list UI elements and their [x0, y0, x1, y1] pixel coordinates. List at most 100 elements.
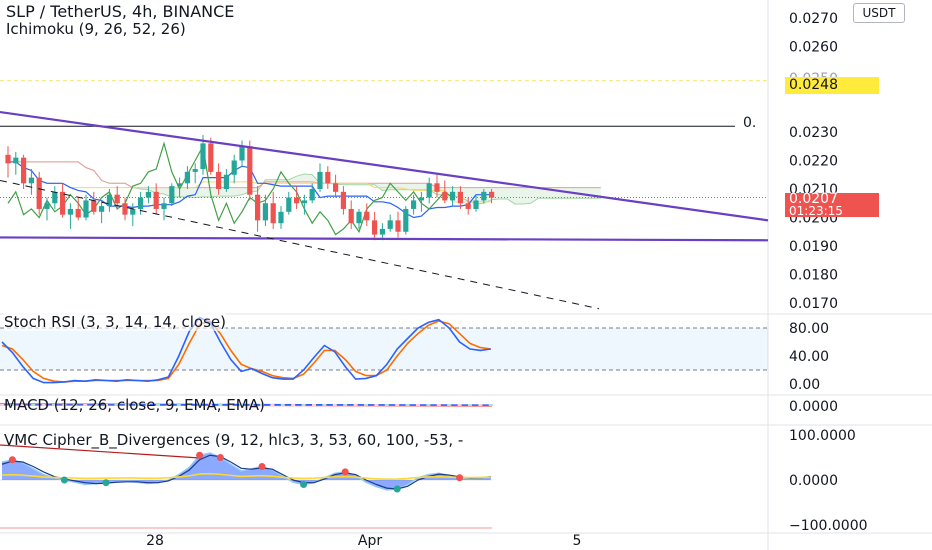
ichimoku-legend: Ichimoku (9, 26, 52, 26) — [6, 20, 186, 38]
macd-histogram-bar — [457, 404, 462, 406]
current-price-badge: 0.0207 01:23:15 — [785, 191, 879, 217]
candle-body — [457, 191, 463, 204]
macd-histogram-bar — [104, 404, 108, 406]
vmc-cross-dot — [196, 451, 204, 459]
macd-line — [0, 403, 493, 406]
candle-body — [36, 177, 42, 209]
candle-body — [473, 200, 479, 209]
macd-histogram-bar — [426, 404, 431, 406]
candle-body — [356, 211, 362, 224]
vmc-cross-dot — [8, 456, 16, 464]
candle-body — [340, 191, 346, 209]
vmc-cross-dot — [456, 474, 464, 482]
candle-body — [145, 191, 151, 198]
macd-histogram-bar — [135, 404, 140, 406]
macd-histogram-bar — [395, 404, 400, 406]
candle-body — [44, 203, 50, 209]
current-price-value: 0.0207 — [789, 191, 838, 207]
candle-body — [333, 183, 339, 192]
vmc-cross-dot — [341, 468, 349, 476]
macd-histogram-bar — [364, 404, 368, 406]
macd-histogram-bar — [280, 404, 285, 406]
macd-histogram-bar — [197, 404, 202, 406]
price-axis-tick: 0.0230 — [789, 125, 838, 141]
macd-histogram-bar — [10, 404, 15, 406]
candle-body — [216, 171, 222, 189]
macd-histogram-bar — [114, 404, 119, 406]
candle-body — [450, 191, 456, 201]
macd-histogram-bar — [145, 404, 150, 406]
macd-histogram-bar — [468, 404, 472, 406]
candle-body — [83, 200, 89, 218]
candle-body — [465, 203, 471, 209]
candle-body — [122, 203, 128, 215]
trendline-resistance — [0, 110, 769, 222]
stoch-rsi-title: Stoch RSI (3, 3, 14, 14, close) — [4, 313, 226, 331]
macd-histogram-bar — [301, 404, 306, 406]
candle-body — [138, 197, 144, 209]
price-axis-tick: 0.0180 — [789, 268, 838, 284]
currency-button[interactable]: USDT — [853, 3, 905, 23]
line-label: 0. — [743, 115, 757, 131]
price-axis-tick: 0.0190 — [789, 239, 838, 255]
macd-histogram-bar — [83, 404, 88, 406]
candle-body — [169, 186, 175, 204]
candle-body — [278, 211, 284, 224]
macd-histogram-bar — [353, 404, 358, 406]
stoch-band-fill — [0, 328, 768, 370]
macd-histogram-bar — [332, 404, 337, 406]
time-axis-tick: Apr — [358, 533, 382, 549]
candle-body — [75, 208, 81, 218]
vmc-title: VMC Cipher_B_Divergences (9, 12, hlc3, 3… — [4, 431, 464, 449]
candle-body — [247, 146, 253, 195]
macd-histogram-bar — [31, 404, 36, 406]
vmc-wave2-line — [1, 454, 491, 490]
macd-histogram-bar — [374, 404, 379, 406]
candle-body — [28, 177, 34, 184]
trendline-dashed-projection — [0, 179, 600, 310]
candle-body — [60, 191, 66, 215]
candle-body — [255, 194, 261, 221]
macd-histogram-bar — [343, 404, 348, 406]
vmc-money-flow — [1, 472, 491, 481]
trendline-support — [0, 236, 769, 242]
macd-histogram-bar — [176, 404, 181, 406]
candle-body — [442, 191, 448, 201]
price-axis-tick: 0.0260 — [789, 40, 838, 56]
macd-histogram-bar — [416, 404, 420, 406]
candle-body — [200, 143, 206, 170]
candle-body — [403, 208, 409, 232]
macd-histogram-bar — [72, 404, 77, 406]
candle-body — [177, 183, 183, 187]
macd-histogram-bar — [228, 404, 233, 406]
macd-histogram-bar — [322, 404, 327, 406]
macd-axis-tick: 0.0000 — [789, 399, 838, 415]
macd-histogram-bar — [260, 404, 264, 406]
candle-body — [99, 206, 105, 212]
macd-histogram-bar — [166, 404, 171, 406]
vmc-axis-tick: 0.0000 — [789, 473, 838, 489]
macd-histogram-bar — [270, 404, 275, 406]
vmc-axis-tick: 100.0000 — [789, 428, 856, 444]
macd-histogram-bar — [436, 404, 441, 406]
macd-histogram-bar — [52, 404, 56, 406]
macd-histogram-bar — [478, 404, 483, 406]
vmc-cross-dot — [393, 485, 401, 493]
macd-histogram-bar — [187, 404, 192, 406]
macd-histogram-bar — [62, 404, 67, 406]
candle-body — [262, 203, 268, 221]
yellow-level-badge: 0.0248 — [785, 77, 879, 94]
candle-body — [208, 143, 214, 172]
macd-histogram-bar — [20, 404, 25, 406]
macd-title: MACD (12, 26, close, 9, EMA, EMA) — [4, 396, 265, 414]
macd-histogram-bar — [405, 404, 410, 406]
vmc-cross-dot — [60, 476, 68, 484]
macd-histogram-bar — [291, 404, 296, 406]
macd-histogram-bar — [124, 404, 129, 406]
candle-body — [309, 189, 315, 201]
stoch-axis-tick: 0.00 — [789, 377, 820, 393]
symbol-title: SLP / TetherUS, 4h, BINANCE — [6, 2, 235, 21]
macd-histogram-bar — [41, 404, 46, 406]
candle-body — [372, 220, 378, 235]
